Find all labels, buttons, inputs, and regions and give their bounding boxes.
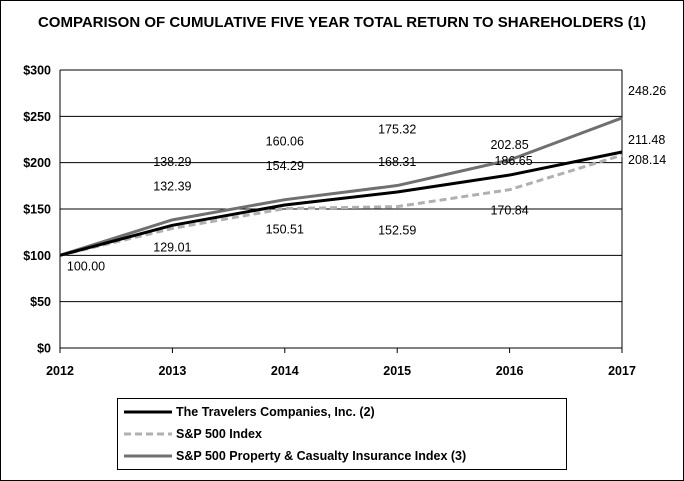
y-tick-label: $250 — [23, 110, 51, 124]
x-tick-label: 2013 — [158, 364, 186, 378]
data-label: 168.31 — [378, 155, 416, 169]
legend-swatch-sp500 — [124, 432, 172, 436]
data-label: 175.32 — [378, 123, 416, 137]
data-label: 208.14 — [628, 153, 666, 167]
y-axis-ticks: $0 $50 $100 $150 $200 $250 $300 — [23, 64, 51, 356]
legend: The Travelers Companies, Inc. (2) S&P 50… — [117, 398, 567, 470]
data-label: 160.06 — [266, 135, 304, 149]
legend-item-pc-index: S&P 500 Property & Casualty Insurance In… — [118, 446, 466, 466]
data-label: 138.29 — [153, 155, 191, 169]
data-label: 202.85 — [490, 138, 528, 152]
legend-label: S&P 500 Property & Casualty Insurance In… — [176, 449, 467, 463]
x-tick-label: 2012 — [46, 364, 74, 378]
data-label: 150.51 — [266, 223, 304, 237]
x-tick-label: 2017 — [608, 364, 636, 378]
x-tick-label: 2014 — [271, 364, 299, 378]
y-tick-label: $100 — [23, 249, 51, 263]
data-label: 154.29 — [266, 159, 304, 173]
data-label: 152.59 — [378, 224, 416, 238]
data-label: 132.39 — [153, 179, 191, 193]
y-tick-label: $150 — [23, 203, 51, 217]
series-line — [59, 116, 623, 257]
data-labels: 100.00 132.39 129.01 138.29 154.29 150.51 160.… — [67, 84, 666, 273]
data-label: 211.48 — [628, 133, 665, 147]
legend-swatch-pc-index — [124, 454, 172, 458]
chart-title: COMPARISON OF CUMULATIVE FIVE YEAR TOTAL… — [37, 14, 647, 31]
legend-label: S&P 500 Index — [176, 427, 262, 441]
x-axis-ticks: 2012 2013 2014 2015 2016 2017 — [46, 348, 636, 378]
data-label: 100.00 — [67, 259, 105, 273]
legend-swatch-travelers — [124, 410, 172, 414]
y-tick-label: $50 — [30, 295, 51, 309]
series-line — [59, 153, 623, 257]
y-tick-label: $200 — [23, 156, 51, 170]
data-label: 129.01 — [153, 240, 191, 254]
y-tick-label: $300 — [23, 64, 51, 78]
data-label: 186.65 — [494, 154, 532, 168]
data-label: 170.84 — [490, 204, 528, 218]
legend-item-travelers: The Travelers Companies, Inc. (2) — [118, 402, 375, 422]
x-tick-label: 2015 — [383, 364, 411, 378]
legend-label: The Travelers Companies, Inc. (2) — [176, 405, 375, 419]
y-tick-label: $0 — [37, 342, 51, 356]
x-tick-label: 2016 — [496, 364, 524, 378]
grid-lines — [59, 69, 623, 349]
line-chart: $0$50$100$150$200$250$300 2012 2013 2014 20… — [23, 64, 666, 379]
series-lines — [59, 116, 623, 257]
data-label: 248.26 — [628, 84, 666, 98]
legend-item-sp500: S&P 500 Index — [118, 424, 262, 444]
series-line — [59, 150, 623, 257]
